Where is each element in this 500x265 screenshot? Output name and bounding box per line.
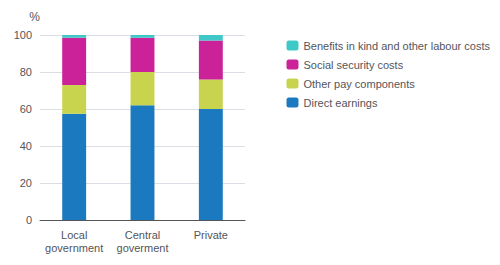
- svg-text:Local: Local: [61, 229, 87, 241]
- svg-text:Direct earnings: Direct earnings: [303, 97, 377, 109]
- svg-text:80: 80: [20, 66, 32, 78]
- svg-text:%: %: [29, 10, 40, 24]
- svg-text:20: 20: [20, 177, 32, 189]
- svg-text:Central: Central: [125, 229, 160, 241]
- svg-text:40: 40: [20, 140, 32, 152]
- svg-text:goverment: goverment: [117, 242, 169, 254]
- svg-text:60: 60: [20, 103, 32, 115]
- svg-text:100: 100: [14, 29, 32, 41]
- svg-text:government: government: [45, 242, 103, 254]
- svg-text:0: 0: [26, 214, 32, 226]
- svg-text:Other pay components: Other pay components: [303, 78, 415, 90]
- svg-text:Benefits in kind and other lab: Benefits in kind and other labour costs: [303, 40, 490, 52]
- svg-text:Private: Private: [194, 229, 228, 241]
- svg-text:Social security costs: Social security costs: [303, 59, 403, 71]
